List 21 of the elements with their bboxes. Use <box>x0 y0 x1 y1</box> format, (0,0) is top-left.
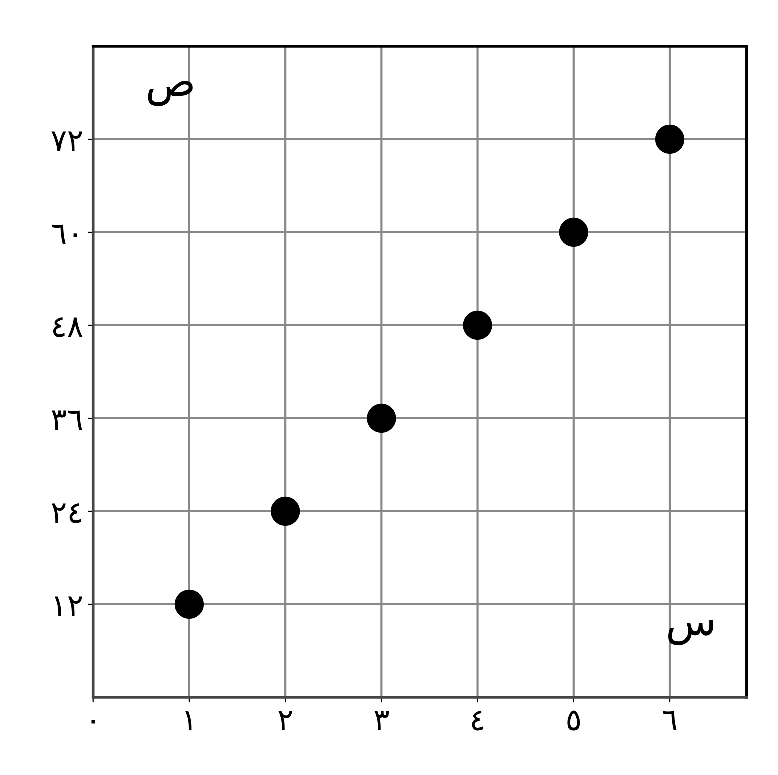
y-tick-label: ٢٤ <box>52 504 82 524</box>
y-tick-label: ٦٠ <box>52 224 78 244</box>
point <box>270 496 300 526</box>
x-tick-label: ١ <box>185 711 192 730</box>
point <box>367 404 396 434</box>
x-tick-label: ٣ <box>374 711 390 730</box>
y-tick-label: ٧٢ <box>52 132 82 152</box>
x-tick-label: ٠ <box>92 720 95 724</box>
y-tick-label: ٤٨ <box>53 318 83 338</box>
x-tick-label: ٦ <box>663 711 677 730</box>
y-axis-title: ص <box>148 81 193 106</box>
x-axis-title: س <box>668 620 714 646</box>
x-tick-label: ٢ <box>278 711 292 730</box>
y-tick-label: ٣٦ <box>52 410 82 430</box>
x-tick-label: ٤ <box>472 710 484 731</box>
y-tick-label: ١٢ <box>54 596 82 616</box>
point <box>174 590 204 620</box>
x-tick-label: ٥ <box>568 710 580 731</box>
point <box>559 218 588 248</box>
point <box>655 124 685 154</box>
point <box>463 310 492 340</box>
